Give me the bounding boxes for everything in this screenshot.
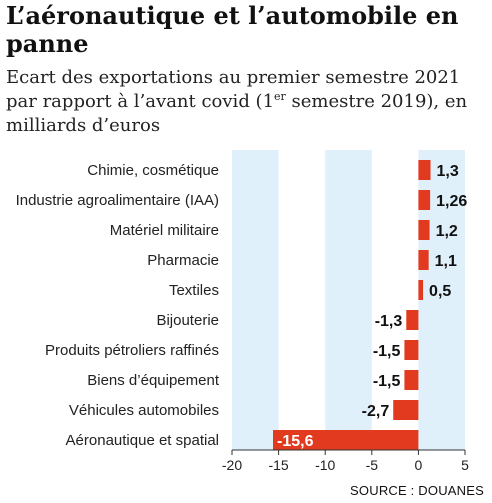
category-label-5: Bijouterie bbox=[156, 312, 219, 329]
value-label-1: 1,26 bbox=[436, 193, 467, 210]
source-note: SOURCE : DOUANES bbox=[350, 483, 484, 498]
bar-5 bbox=[406, 310, 419, 330]
category-label-4: Textiles bbox=[169, 282, 219, 299]
x-tick-label-2: -10 bbox=[315, 457, 335, 473]
bar-3 bbox=[418, 250, 429, 270]
value-label-5: -1,3 bbox=[375, 313, 403, 330]
value-label-8: -2,7 bbox=[362, 403, 390, 420]
subtitle-end: semestre 2019), en milliards d’euros bbox=[6, 91, 468, 136]
value-label-2: 1,2 bbox=[436, 223, 458, 240]
value-label-3: 1,1 bbox=[435, 253, 457, 270]
x-tick-label-5: 5 bbox=[461, 457, 469, 473]
category-label-1: Industrie agroalimentaire (IAA) bbox=[16, 192, 219, 209]
subtitle-superscript: er bbox=[274, 90, 286, 103]
bar-4 bbox=[418, 280, 424, 300]
shaded-band-0 bbox=[232, 150, 279, 450]
x-tick-label-0: -20 bbox=[222, 457, 242, 473]
bar-8 bbox=[393, 400, 419, 420]
category-label-2: Matériel militaire bbox=[110, 222, 219, 239]
subtitle-main: Ecart des exportations au premier semest… bbox=[6, 67, 461, 112]
x-tick-label-3: -5 bbox=[366, 457, 379, 473]
x-tick-label-1: -15 bbox=[268, 457, 288, 473]
value-label-6: -1,5 bbox=[373, 343, 401, 360]
category-label-6: Produits pétroliers raffinés bbox=[45, 342, 219, 359]
value-label-7: -1,5 bbox=[373, 373, 401, 390]
category-label-7: Biens d’équipement bbox=[87, 372, 220, 389]
shaded-band-1 bbox=[325, 150, 372, 450]
bar-7 bbox=[404, 370, 419, 390]
category-label-0: Chimie, cosmétique bbox=[87, 162, 219, 179]
category-label-8: Véhicules automobiles bbox=[69, 402, 219, 419]
chart-title: L’aéronautique et l’automobile en panne bbox=[6, 1, 459, 58]
bar-1 bbox=[418, 190, 431, 210]
chart-subtitle: Ecart des exportations au premier semest… bbox=[6, 66, 486, 138]
category-label-9: Aéronautique et spatial bbox=[66, 432, 219, 449]
bar-9 bbox=[273, 430, 419, 450]
value-label-4: 0,5 bbox=[429, 283, 451, 300]
value-label-0: 1,3 bbox=[437, 163, 459, 180]
bar-2 bbox=[418, 220, 430, 240]
value-label-9: -15,6 bbox=[277, 433, 314, 450]
category-label-3: Pharmacie bbox=[147, 252, 219, 269]
bar-0 bbox=[418, 160, 431, 180]
bar-6 bbox=[404, 340, 419, 360]
x-tick-label-4: 0 bbox=[415, 457, 423, 473]
